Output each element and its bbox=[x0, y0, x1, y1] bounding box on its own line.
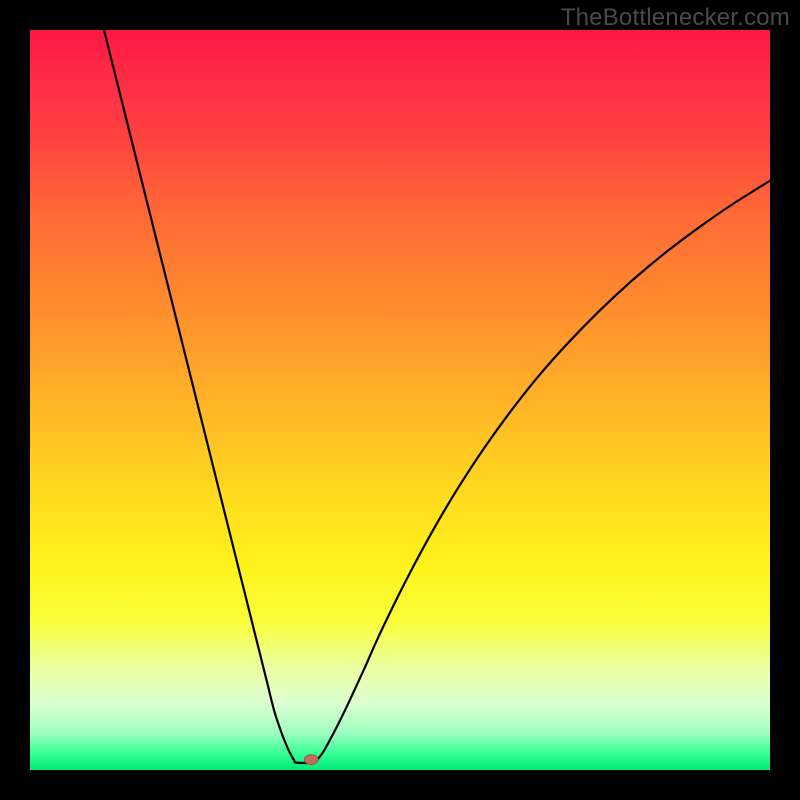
plot-background bbox=[30, 30, 770, 770]
optimal-point-marker bbox=[304, 755, 318, 765]
bottleneck-chart: TheBottlenecker.com bbox=[0, 0, 800, 800]
chart-svg bbox=[0, 0, 800, 800]
